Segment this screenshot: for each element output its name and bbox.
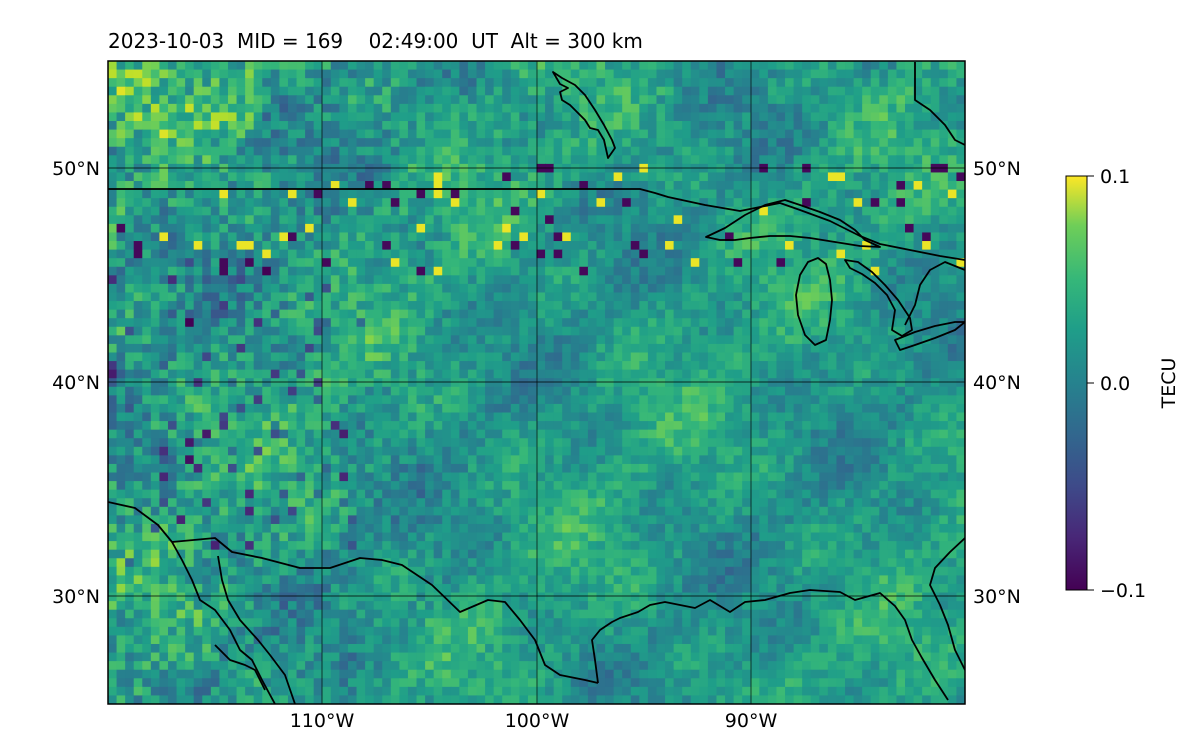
hudson-bay-coast	[552, 71, 616, 159]
colorbar-label-min: −0.1	[1100, 580, 1146, 602]
lon-label-110w: 110°W	[290, 710, 355, 732]
labrador-coast	[914, 62, 965, 146]
coastlines	[108, 62, 965, 704]
gulf-coast	[591, 589, 949, 701]
florida-coast	[929, 537, 965, 671]
tec-raster-field	[108, 61, 965, 704]
gulf-california	[214, 644, 266, 691]
map-title: 2023-10-03 MID = 169 02:49:00 UT Alt = 3…	[108, 29, 643, 53]
us-canada-border	[108, 188, 965, 261]
lat-label-40n-right: 40°N	[973, 372, 1021, 394]
ontario-shore	[904, 261, 965, 326]
lat-label-30n-right: 30°N	[973, 586, 1021, 608]
lake-superior	[705, 199, 881, 248]
lake-michigan	[795, 257, 833, 346]
colorbar: 0.1 0.0 −0.1 TECU	[1065, 166, 1180, 602]
colorbar-label-max: 0.1	[1100, 166, 1130, 188]
colorbar-label-mid: 0.0	[1100, 373, 1130, 395]
lat-label-30n-left: 30°N	[52, 586, 100, 608]
lat-label-50n-left: 50°N	[52, 158, 100, 180]
lake-erie	[894, 321, 965, 351]
baja-inner-coast	[217, 555, 296, 704]
lon-label-90w: 90°W	[725, 710, 778, 732]
colorbar-gradient	[1065, 175, 1088, 591]
lon-label-100w: 100°W	[505, 710, 570, 732]
us-mexico-border	[171, 537, 599, 684]
map-frame	[107, 60, 966, 705]
lat-label-50n-right: 50°N	[973, 158, 1021, 180]
graticule	[108, 61, 965, 704]
lat-label-40n-left: 40°N	[52, 372, 100, 394]
baja-coast	[108, 501, 276, 704]
lake-huron	[844, 259, 913, 337]
colorbar-title: TECU	[1158, 358, 1180, 410]
